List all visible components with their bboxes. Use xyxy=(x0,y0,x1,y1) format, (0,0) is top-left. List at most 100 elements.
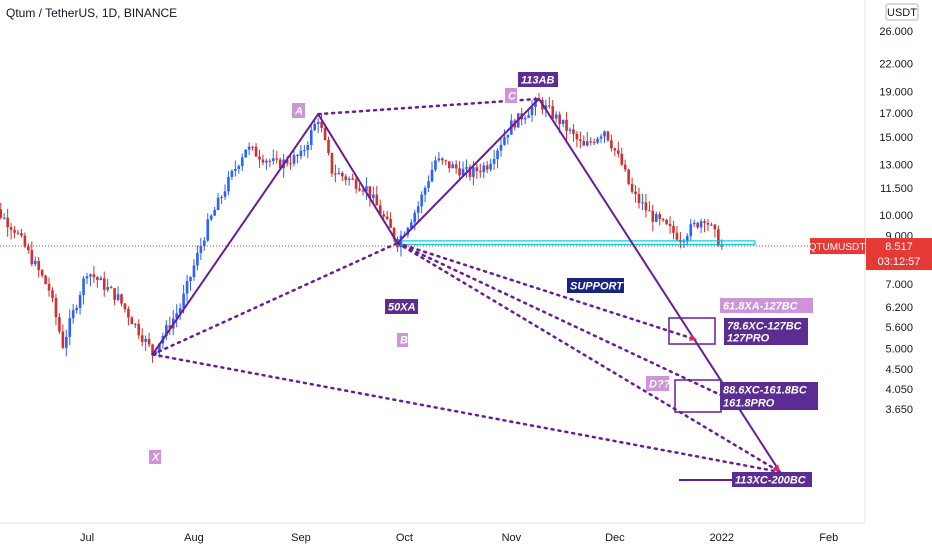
candle-body xyxy=(275,158,279,160)
x-tick-label: Oct xyxy=(396,532,413,544)
candle-body xyxy=(437,158,441,161)
candle-body xyxy=(675,232,679,240)
candle-body xyxy=(292,155,296,164)
candle-body xyxy=(227,176,230,192)
candle-body xyxy=(413,212,417,223)
candle-body xyxy=(392,227,396,239)
candle-body xyxy=(654,214,658,222)
candle-body xyxy=(220,196,223,198)
y-tick-label: 26.000 xyxy=(879,26,913,38)
candle-body xyxy=(40,270,44,276)
candle-body xyxy=(82,278,85,296)
annotation-label: D?? xyxy=(649,379,671,391)
candle-body xyxy=(341,172,344,177)
arrow-200 xyxy=(772,464,780,472)
candle-body xyxy=(351,178,354,180)
annotation-label: B xyxy=(400,335,408,347)
candle-body xyxy=(634,191,637,194)
candle-body xyxy=(706,222,710,225)
candle-body xyxy=(16,232,20,234)
y-tick-label: 5.600 xyxy=(885,322,913,334)
candle-body xyxy=(427,181,430,188)
candle-body xyxy=(71,310,75,319)
candle-body xyxy=(458,168,461,176)
candle-body xyxy=(20,233,23,236)
candle-body xyxy=(78,295,82,308)
candle-body xyxy=(327,139,330,153)
candle-body xyxy=(451,164,454,169)
candle-body xyxy=(113,288,116,300)
candle-body xyxy=(30,250,34,265)
annotation-bg xyxy=(397,333,408,347)
candle-body xyxy=(237,166,241,169)
symbol-tag-label: QTUMUSDT xyxy=(809,242,866,253)
annotation-bg xyxy=(720,382,818,397)
candle-body xyxy=(258,156,261,160)
annotation-bg xyxy=(567,278,624,293)
candle-body xyxy=(251,146,254,148)
dotted-b-161 xyxy=(396,241,744,407)
candle-body xyxy=(503,137,506,145)
y-tick-label: 4.050 xyxy=(885,384,913,396)
y-tick-label: 7.000 xyxy=(885,279,913,291)
candles-layer xyxy=(0,93,724,363)
y-tick-label: 11.500 xyxy=(880,183,913,195)
x-tick-label: Dec xyxy=(605,532,625,544)
candle-body xyxy=(192,265,196,278)
candle-body xyxy=(482,165,486,173)
candle-body xyxy=(223,191,227,197)
candle-body xyxy=(430,169,434,182)
annotation-bg xyxy=(724,318,808,333)
x-tick-label: Sep xyxy=(291,532,311,544)
leg-xa xyxy=(151,113,320,356)
candle-body xyxy=(234,168,237,171)
candle-body xyxy=(565,119,568,131)
candle-body xyxy=(178,308,182,314)
candle-body xyxy=(196,252,199,266)
symbol-tag xyxy=(810,238,865,255)
candle-body xyxy=(585,141,589,146)
candle-body xyxy=(686,236,689,241)
candle-body xyxy=(575,133,579,140)
annotation-label: 88.6XC-161.8BC xyxy=(723,385,808,397)
annotation-label: 161.8PRO xyxy=(723,398,775,410)
candle-body xyxy=(378,205,382,215)
candle-body xyxy=(630,183,634,192)
candle-body xyxy=(9,227,13,230)
candle-body xyxy=(323,127,327,140)
candle-body xyxy=(61,331,65,348)
candle-body xyxy=(372,194,375,199)
annotation-label: SUPPORT xyxy=(570,281,624,293)
annotation-label: X xyxy=(151,452,160,464)
y-tick-label: 10.000 xyxy=(879,210,913,222)
x-tick-label: Aug xyxy=(184,532,204,544)
candle-body xyxy=(44,275,47,284)
y-tick-label: 19.000 xyxy=(879,87,913,99)
annotation-bg xyxy=(149,450,161,464)
candle-body xyxy=(641,202,644,204)
target-box-161 xyxy=(674,379,722,413)
price-tag-value: 8.517 xyxy=(885,241,913,253)
candle-body xyxy=(127,309,130,318)
candle-body xyxy=(289,163,292,165)
candle-body xyxy=(33,260,37,265)
candle-body xyxy=(123,303,127,310)
annotation-label: 113XC-200BC xyxy=(735,475,807,487)
candle-body xyxy=(579,139,582,141)
candle-body xyxy=(51,290,54,299)
candle-body xyxy=(658,214,661,219)
annotation-label: 61.8XA-127BC xyxy=(723,301,799,313)
leg-bc xyxy=(396,97,540,245)
candle-body xyxy=(592,141,596,143)
candle-body xyxy=(154,351,158,355)
candle-body xyxy=(365,186,368,192)
candle-body xyxy=(572,129,575,134)
candle-body xyxy=(382,214,385,217)
candle-body xyxy=(665,219,668,224)
candle-body xyxy=(416,206,420,213)
candle-body xyxy=(272,158,275,161)
candle-body xyxy=(544,105,548,110)
candle-body xyxy=(620,153,624,165)
